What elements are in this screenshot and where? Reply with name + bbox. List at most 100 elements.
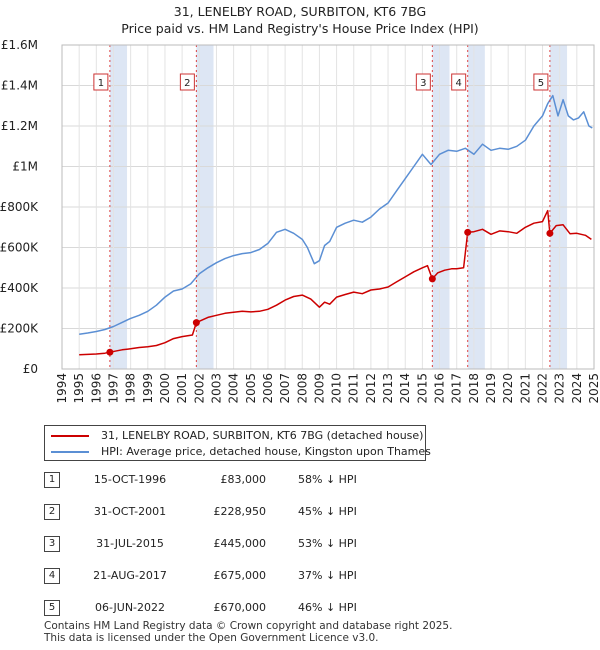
footer-line-1: Contains HM Land Registry data © Crown c… [44,620,453,632]
y-tick-label: £1.2M [1,119,38,133]
x-tick-label: 2020 [501,373,515,404]
sale-hpi-diff: 37% ↓ HPI [298,569,357,582]
sale-price: £675,000 [213,569,267,582]
legend: 31, LENELBY ROAD, SURBITON, KT6 7BG (det… [44,425,431,461]
chart-title-block: 31, LENELBY ROAD, SURBITON, KT6 7BG Pric… [0,3,600,37]
x-tick-label: 2008 [295,373,309,404]
footer-line-2: This data is licensed under the Open Gov… [44,632,379,644]
legend-label-hpi: HPI: Average price, detached house, King… [101,445,431,458]
sale-markers: 1 2 3 4 5 [93,45,554,369]
x-tick-label: 1998 [124,373,138,404]
y-tick-label: £1M [12,160,38,174]
x-tick-label: 2010 [330,373,344,404]
sale-hpi-diff: 45% ↓ HPI [298,505,357,518]
y-tick-label: £800K [0,200,39,214]
series-lines [79,94,593,356]
sale-label-box-4 [451,73,467,91]
x-tick-label: 2007 [278,373,292,404]
sale-point-4 [464,228,472,236]
y-tick-label: £1.4M [1,79,38,93]
sale-point-1 [106,348,114,356]
sale-point-5 [546,229,554,237]
x-tick-label: 2001 [175,373,189,404]
sale-label-box-2 [179,73,195,91]
sale-label-box-3 [415,73,431,91]
sale-hpi-diff: 58% ↓ HPI [298,473,357,486]
x-tick-label: 1999 [141,373,155,404]
legend-label-property: 31, LENELBY ROAD, SURBITON, KT6 7BG (det… [101,429,424,442]
sale-date: 15-OCT-1996 [93,473,167,486]
x-tick-label: 2022 [536,373,550,404]
sale-row: 2 31-OCT-2001 £228,950 45% ↓ HPI [0,502,600,524]
sale-row: 1 15-OCT-1996 £83,000 58% ↓ HPI [0,470,600,492]
chart-subtitle: Price paid vs. HM Land Registry's House … [121,21,479,36]
sale-number-badge: 3 [44,536,60,552]
x-tick-label: 2019 [484,373,498,404]
x-tick-label: 2000 [158,373,172,404]
sale-label-2: 2 [184,78,190,89]
x-tick-label: 2011 [347,373,361,404]
sale-row: 3 31-JUL-2015 £445,000 53% ↓ HPI [0,534,600,556]
sale-label-1: 1 [98,78,104,89]
sale-date: 31-JUL-2015 [96,537,164,550]
legend-item-property: 31, LENELBY ROAD, SURBITON, KT6 7BG (det… [51,428,423,444]
y-tick-label: £400K [0,281,39,295]
sale-price: £445,000 [213,537,267,550]
sale-date: 31-OCT-2001 [93,505,167,518]
x-tick-label: 1997 [106,373,120,404]
x-tick-label: 2024 [570,373,584,404]
axes: £0 £200K £400K £600K £800K £1M £1.2M £1.4M £1.6M… [0,38,600,404]
property-price-line [79,209,592,356]
sale-label-box-5 [533,73,549,91]
sale-date: 21-AUG-2017 [93,569,167,582]
x-tick-label: 2016 [433,373,447,404]
x-tick-label: 1996 [89,373,103,404]
x-tick-label: 2018 [467,373,481,404]
sale-price: £83,000 [220,473,267,486]
x-tick-label: 2021 [518,373,532,404]
sale-date: 06-JUN-2022 [94,601,166,614]
x-tick-label: 2002 [192,373,206,404]
sale-hpi-diff: 53% ↓ HPI [298,537,357,550]
x-tick-label: 2013 [381,373,395,404]
x-tick-label: 2006 [261,373,275,404]
legend-swatch-property [51,435,89,437]
x-tick-label: 2017 [450,373,464,404]
sale-price: £670,000 [213,601,267,614]
sale-number-badge: 4 [44,568,60,584]
y-tick-label: £600K [0,241,39,255]
sale-point-2 [192,319,200,327]
x-tick-label: 1995 [72,373,86,404]
sale-number-badge: 1 [44,472,60,488]
y-tick-label: £1.6M [1,38,38,52]
x-tick-label: 2023 [553,373,567,404]
sale-label-box-1 [93,73,109,91]
x-tick-label: 2004 [227,373,241,404]
footer-attribution: Contains HM Land Registry data © Crown c… [44,620,452,644]
x-tick-label: 2009 [312,373,326,404]
sale-row: 4 21-AUG-2017 £675,000 37% ↓ HPI [0,566,600,588]
legend-item-hpi: HPI: Average price, detached house, King… [51,444,431,460]
y-tick-label: £200K [0,322,39,336]
sale-number-badge: 5 [44,600,60,616]
sale-label-5: 5 [538,78,544,89]
sale-hpi-diff: 46% ↓ HPI [298,601,357,614]
x-tick-label: 2003 [209,373,223,404]
x-tick-label: 2014 [398,373,412,404]
sale-label-4: 4 [456,78,462,89]
x-tick-label: 2005 [244,373,258,404]
plot-frame [61,44,595,370]
sale-price: £228,950 [213,505,267,518]
hpi-line [79,94,593,335]
sale-point-3 [428,275,436,283]
y-tick-label: £0 [23,362,38,376]
sale-row: 5 06-JUN-2022 £670,000 46% ↓ HPI [0,598,600,620]
sale-number-badge: 2 [44,504,60,520]
price-chart: 1 2 3 4 5 £0 £200K £400K £600K £800K £1M £1.2M £1.4… [0,38,600,404]
x-tick-label: 2012 [364,373,378,404]
x-tick-label: 2025 [587,373,600,404]
legend-swatch-hpi [51,451,89,453]
sale-label-3: 3 [420,78,426,89]
chart-title: 31, LENELBY ROAD, SURBITON, KT6 7BG [173,4,427,19]
x-tick-label: 2015 [415,373,429,404]
